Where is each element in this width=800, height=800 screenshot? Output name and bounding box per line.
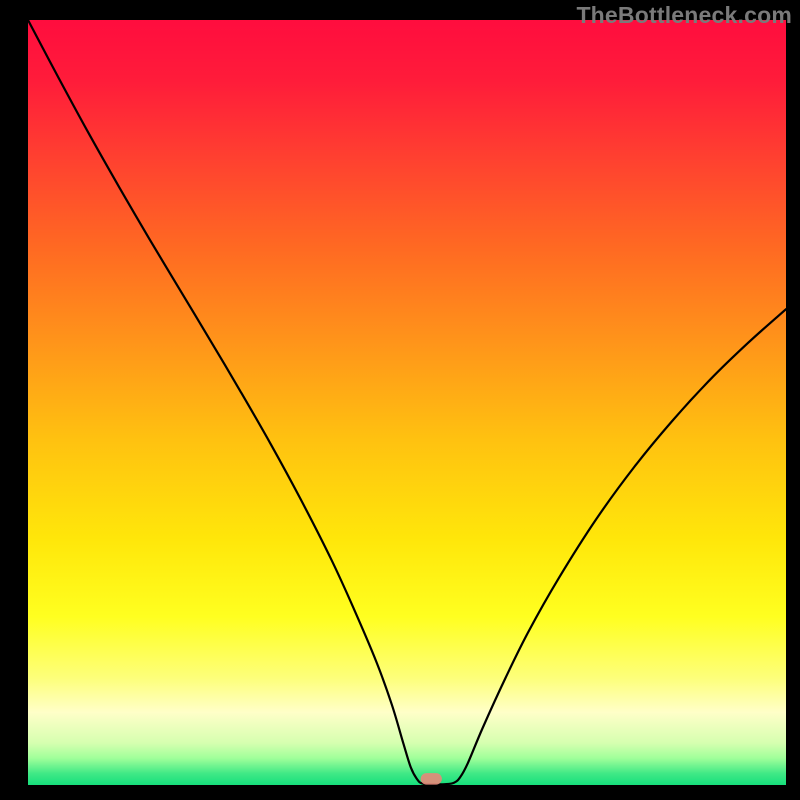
watermark-text: TheBottleneck.com [576, 2, 792, 29]
chart-frame: TheBottleneck.com [0, 0, 800, 800]
bottleneck-chart [0, 0, 800, 800]
optimal-marker [421, 773, 442, 784]
chart-background [28, 20, 786, 785]
